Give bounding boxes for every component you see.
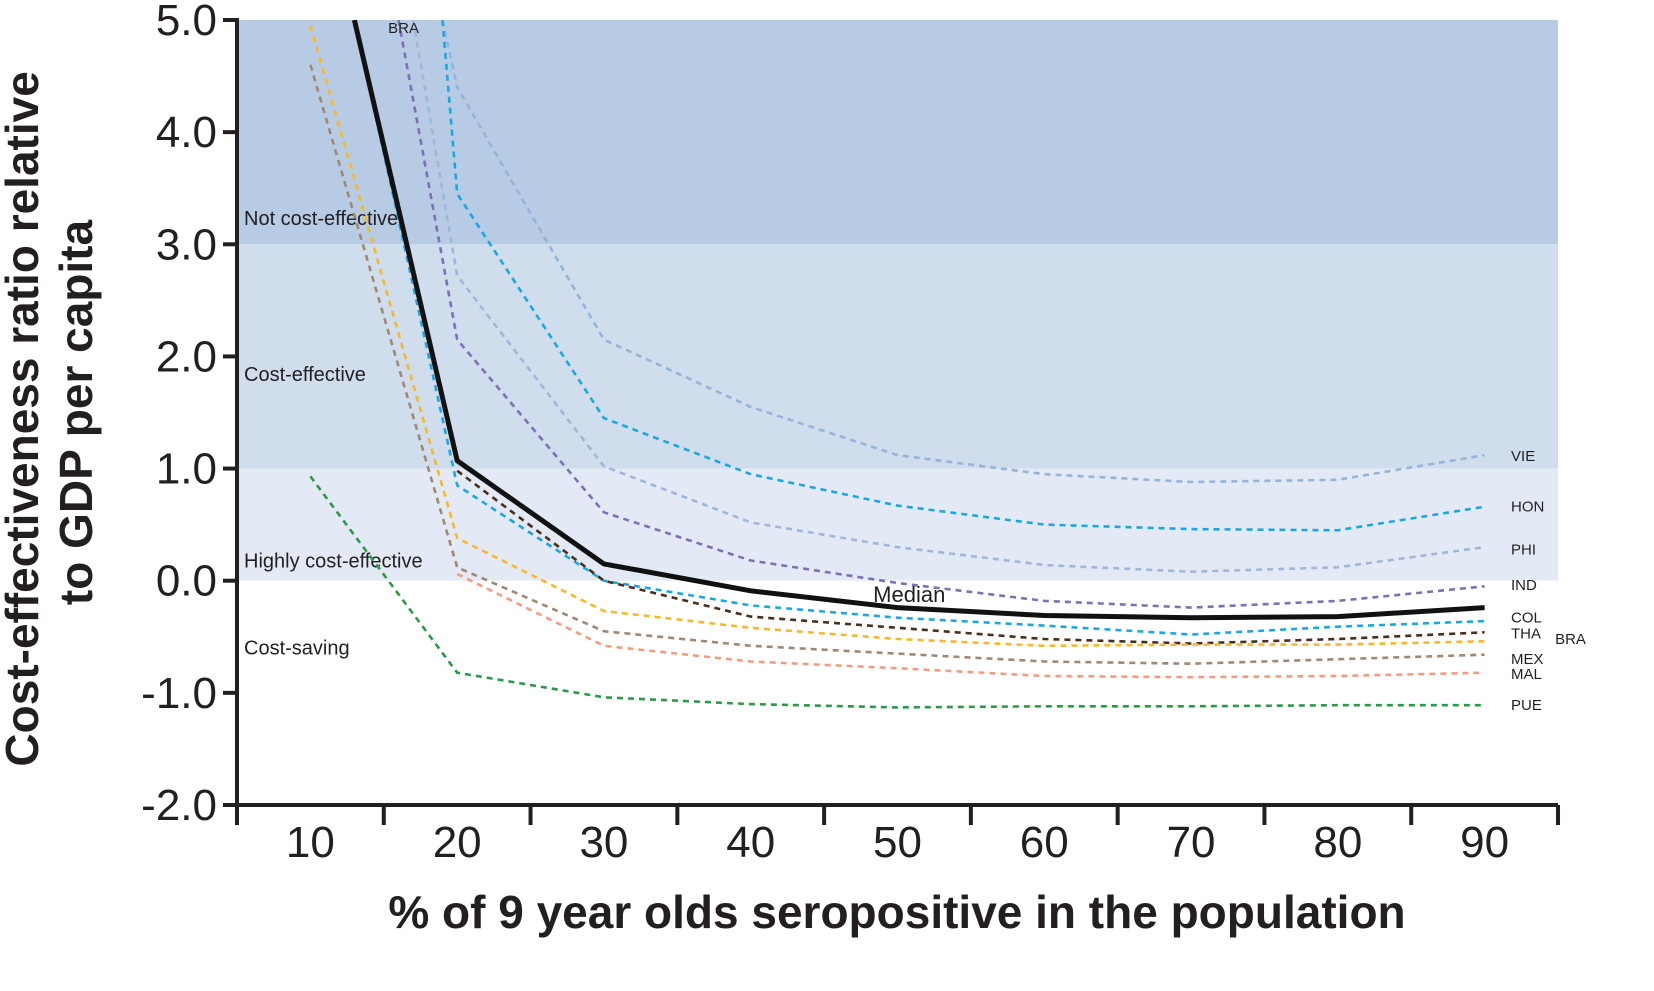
y-tick-label: 5.0 (156, 0, 217, 45)
band-cost-effective (237, 244, 1558, 469)
series-line-col (353, 20, 1485, 636)
x-tick-label: 60 (1020, 818, 1069, 867)
series-line-bra (309, 25, 1485, 648)
x-tick-label: 20 (433, 818, 482, 867)
y-axis-title-line-1: Cost-effectiveness ratio relative (0, 71, 48, 766)
band-label-highly-cost-effective: Highly cost-effective (244, 550, 423, 572)
band-label-not-cost-effective: Not cost-effective (244, 208, 398, 230)
y-tick-label: 1.0 (156, 445, 217, 494)
series-label-bra: BRA (1555, 631, 1586, 648)
series-lines (309, 20, 1485, 709)
series-label-mex: MEX (1511, 651, 1544, 668)
band-highly-cost-effective (237, 468, 1558, 581)
cost-effectiveness-bands (237, 20, 1558, 805)
x-tick-label: 70 (1167, 818, 1216, 867)
series-line-mal (456, 572, 1485, 679)
median-label: Median (873, 582, 945, 607)
x-tick-label: 30 (579, 818, 628, 867)
y-axis-title: Cost-effectiveness ratio relative to GDP… (0, 58, 102, 766)
series-label-vie: VIE (1511, 448, 1535, 465)
y-axis-ticks: 5.0 4.0 3.0 2.0 1.0 0.0 -1.0 -2.0 (141, 0, 237, 830)
series-label-pue: PUE (1511, 697, 1542, 714)
x-tick-label: 80 (1313, 818, 1362, 867)
x-axis-ticks: 10 20 30 40 50 60 70 80 90 (235, 805, 1560, 867)
series-line-mex (309, 64, 1485, 666)
series-line-median (351, 20, 1485, 621)
series-label-col: COL (1511, 610, 1542, 627)
y-tick-label: 4.0 (156, 108, 217, 157)
series-label-bra: BRA (388, 20, 419, 37)
x-tick-label: 50 (873, 818, 922, 867)
series-line-phi (411, 20, 1485, 574)
series-label-phi: PHI (1511, 541, 1536, 558)
band-label-cost-effective: Cost-effective (244, 364, 366, 386)
y-tick-label: 3.0 (156, 220, 217, 269)
series-label-tha: THA (1511, 625, 1541, 642)
series-label-ind: IND (1511, 577, 1537, 594)
series-line-tha (456, 469, 1485, 645)
band-not-cost-effective (237, 20, 1558, 245)
band-label-cost-saving: Cost-saving (244, 638, 350, 660)
x-tick-label: 10 (286, 818, 335, 867)
series-label-mal: MAL (1511, 666, 1542, 683)
x-tick-label: 40 (726, 818, 775, 867)
y-tick-label: -1.0 (141, 669, 217, 718)
x-axis-title: % of 9 year olds seropositive in the pop… (388, 886, 1405, 938)
y-tick-label: 0.0 (156, 557, 217, 606)
y-tick-label: 2.0 (156, 332, 217, 381)
series-line-vie (441, 20, 1485, 484)
axes (235, 18, 1558, 807)
x-tick-label: 90 (1460, 818, 1509, 867)
series-line-ind (397, 20, 1485, 609)
y-axis-title-line-2: to GDP per capita (50, 220, 102, 606)
y-tick-label: -2.0 (141, 781, 217, 830)
series-line-hon (441, 20, 1485, 532)
series-label-hon: HON (1511, 499, 1544, 516)
series-line-pue (309, 475, 1485, 709)
